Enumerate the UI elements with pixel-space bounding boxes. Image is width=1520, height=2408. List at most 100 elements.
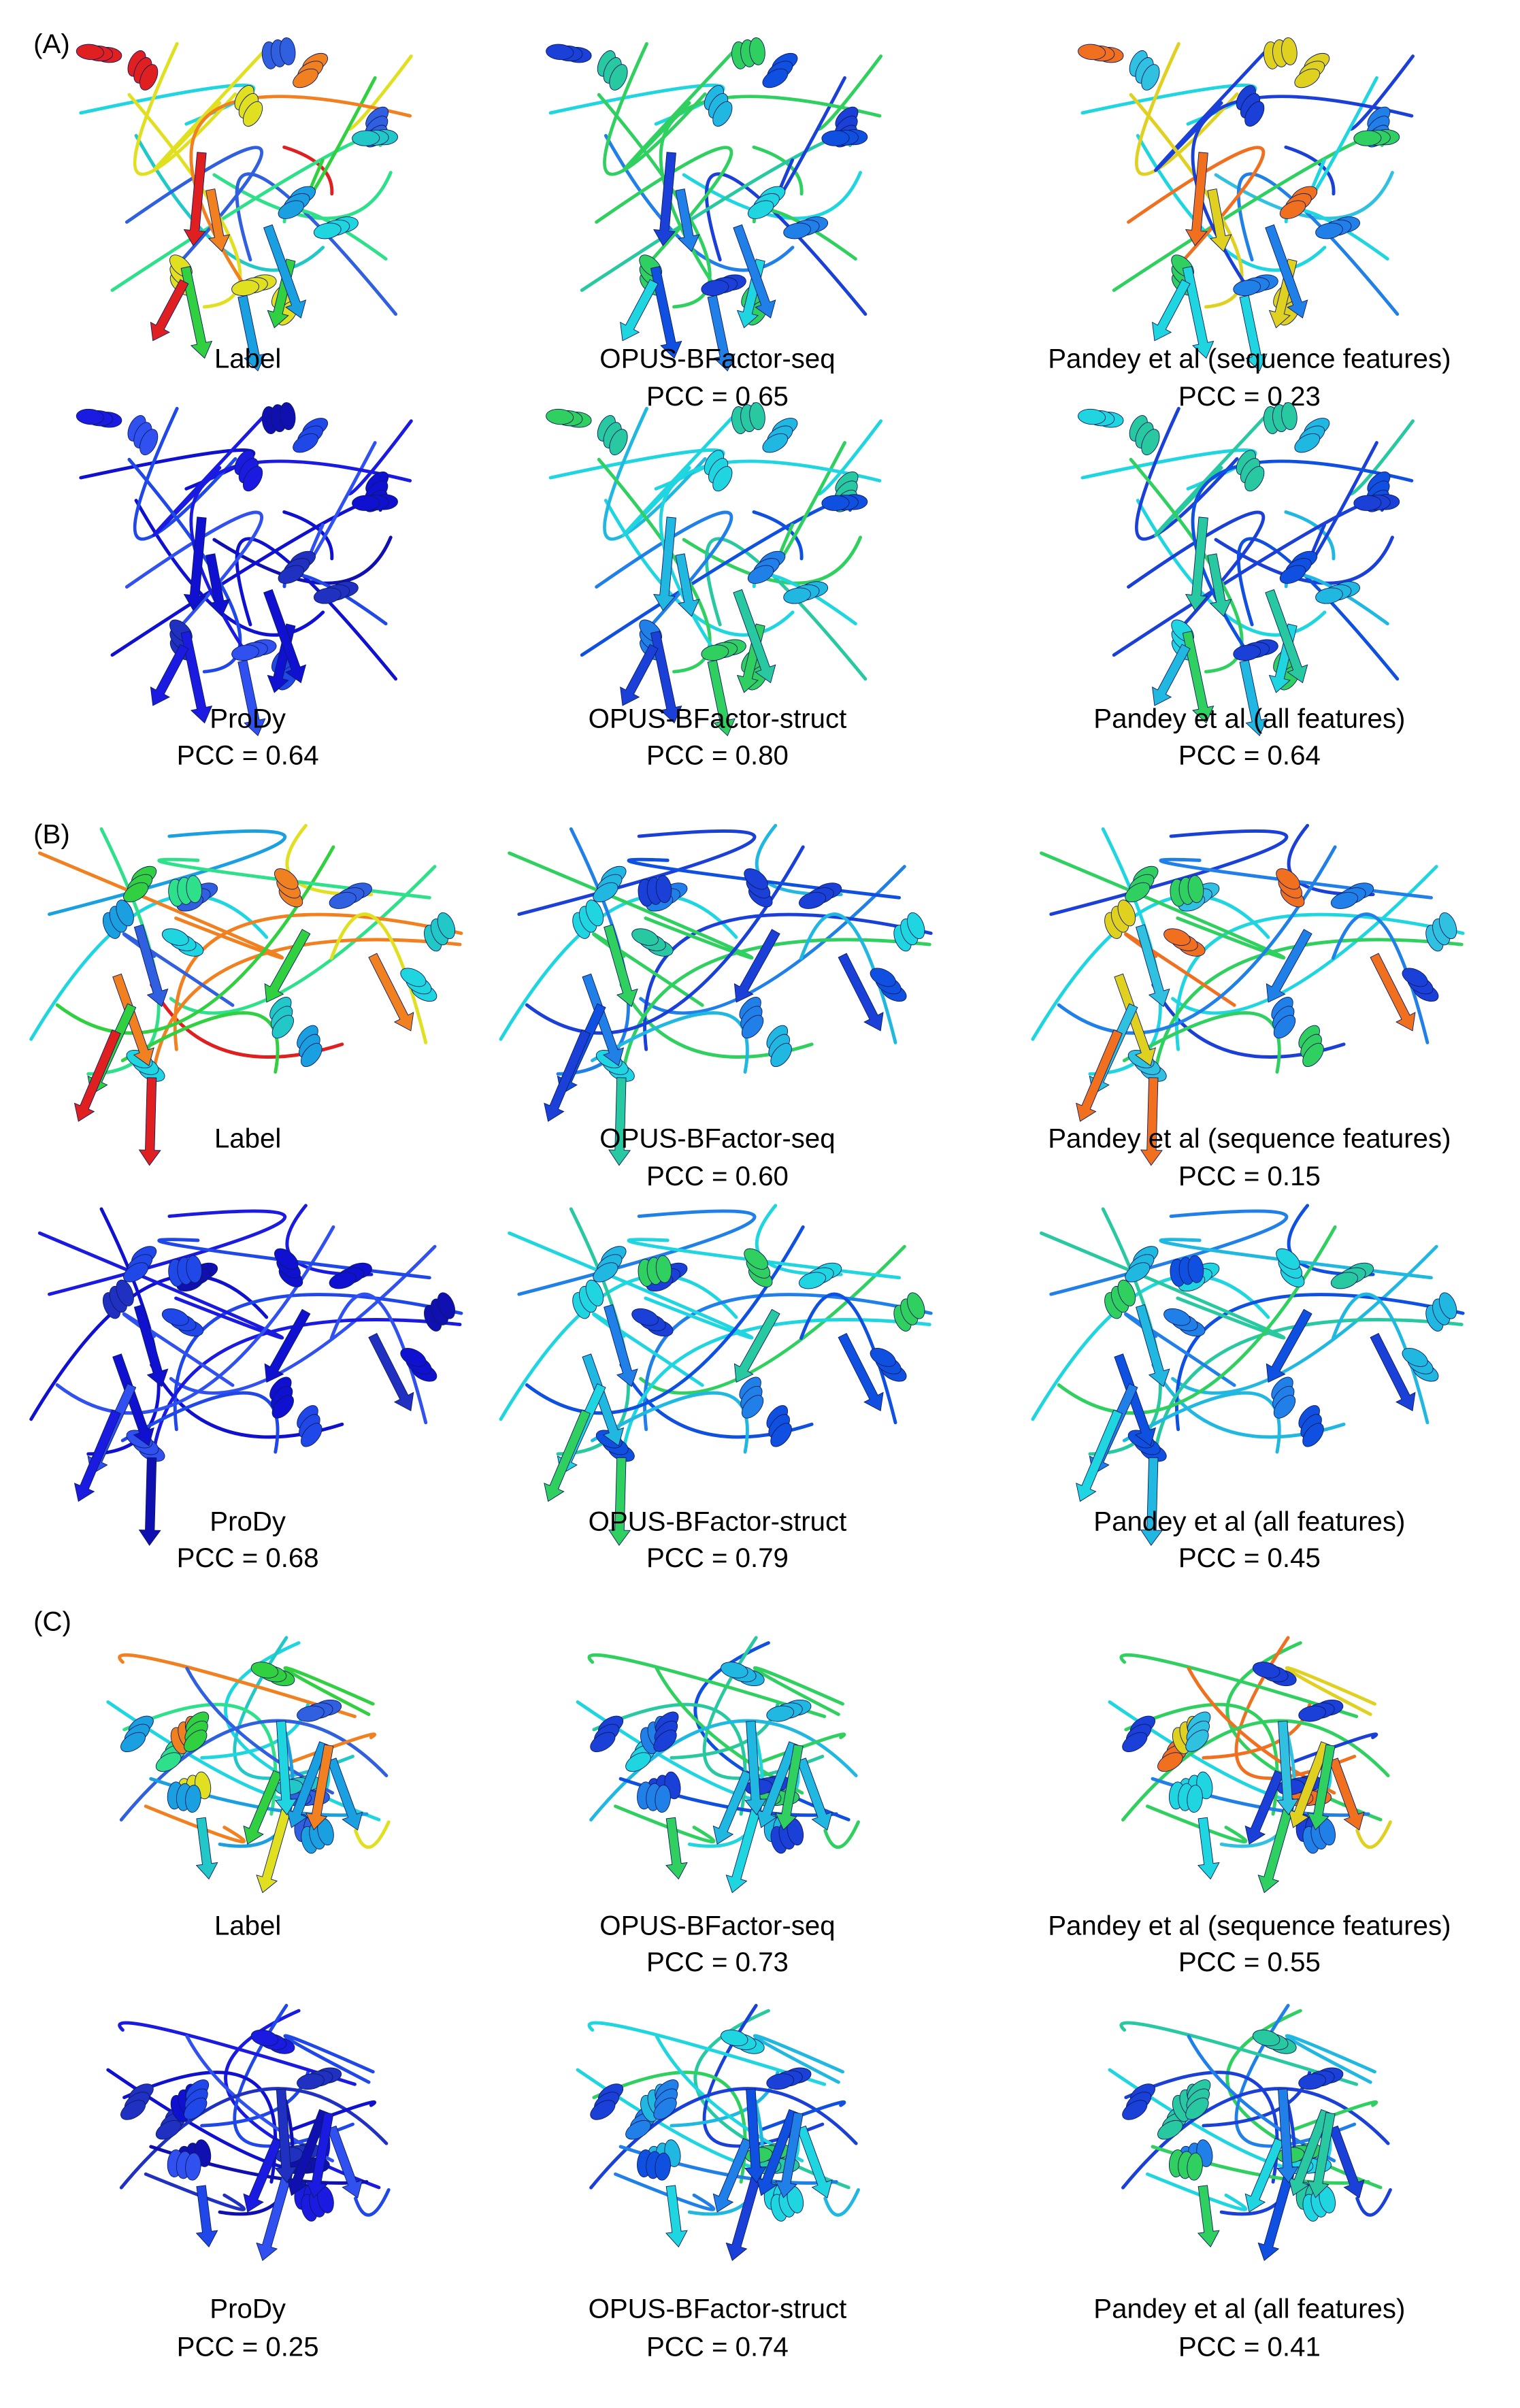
helix: [139, 429, 159, 456]
protein-structure: [1031, 1204, 1465, 1546]
caption-name: Label: [214, 1123, 281, 1153]
loop: [1191, 95, 1414, 295]
caption-name: Label: [214, 1911, 281, 1941]
protein-structure: [1108, 2004, 1392, 2261]
helix: [437, 912, 456, 940]
strand: [712, 2138, 753, 2213]
helix: [1244, 465, 1265, 492]
loop: [753, 2034, 844, 2084]
strand: [797, 2125, 833, 2198]
strand: [195, 1817, 218, 1880]
strand: [744, 1720, 767, 1815]
strand: [1185, 516, 1208, 612]
protein-structure: [106, 2004, 391, 2261]
loop: [589, 1719, 858, 1822]
helix: [1187, 1785, 1203, 1813]
panel-label: (C): [33, 1606, 71, 1637]
loop: [37, 1231, 284, 1340]
helix: [1279, 200, 1306, 219]
helix: [585, 1279, 604, 1306]
strand: [1370, 1332, 1416, 1412]
helix: [76, 44, 104, 61]
loop: [517, 829, 757, 917]
strand: [712, 1770, 753, 1845]
loop: [353, 2188, 391, 2217]
protein-structure: [546, 37, 883, 372]
helix: [766, 1705, 795, 1722]
strand: [1136, 1304, 1170, 1387]
helix: [631, 928, 659, 946]
loop: [1145, 2172, 1248, 2211]
strand: [653, 152, 676, 246]
strand: [274, 1720, 297, 1815]
helix: [1330, 891, 1359, 909]
strand: [1140, 1457, 1163, 1546]
loop: [55, 1225, 335, 1415]
strand: [1257, 2164, 1296, 2261]
strand: [180, 266, 213, 359]
loop: [1119, 2021, 1359, 2086]
loop: [1153, 416, 1266, 537]
loop: [125, 146, 264, 269]
helix: [1279, 565, 1306, 584]
caption-pcc: PCC = 0.41: [1178, 2331, 1321, 2362]
helix: [1122, 1732, 1148, 1753]
loop: [353, 1820, 391, 1849]
caption-name: Pandey et al (sequence features): [1048, 1911, 1451, 1941]
strand: [733, 1308, 780, 1383]
caption-pcc: PCC = 0.80: [646, 740, 789, 770]
loop: [508, 1231, 754, 1340]
strand: [256, 2164, 295, 2261]
loop: [591, 1391, 749, 1454]
loop: [329, 912, 428, 1044]
loop: [1112, 132, 1387, 292]
caption-name: OPUS-BFactor-seq: [599, 1123, 835, 1153]
helix: [1302, 1423, 1324, 1447]
helix: [116, 900, 134, 927]
helix: [297, 1705, 325, 1722]
strand: [1152, 644, 1191, 706]
loop: [127, 93, 242, 309]
loop: [1129, 457, 1244, 674]
helix: [721, 2029, 748, 2047]
helix: [1281, 37, 1298, 65]
loop: [619, 938, 931, 1095]
loop: [517, 1209, 757, 1296]
strand: [1182, 266, 1215, 359]
helix: [770, 1423, 792, 1447]
helix: [161, 1308, 189, 1326]
strand: [653, 516, 676, 612]
loop: [1119, 1653, 1359, 1719]
helix: [120, 1732, 146, 1753]
helix: [1353, 495, 1382, 511]
caption-name: ProDy: [210, 704, 286, 734]
loop: [597, 93, 712, 309]
strand: [756, 1741, 798, 1828]
loop: [614, 2172, 716, 2211]
strand: [756, 2109, 798, 2196]
helix: [712, 465, 733, 492]
helix: [1315, 222, 1343, 240]
strand: [180, 631, 213, 724]
strand: [1197, 2185, 1220, 2248]
helix: [749, 37, 765, 65]
loop: [580, 132, 855, 292]
loop: [508, 851, 754, 960]
loop: [1127, 146, 1266, 269]
helix: [400, 968, 427, 987]
loop: [682, 535, 863, 585]
strand: [665, 2185, 688, 2248]
loop: [1236, 537, 1400, 681]
helix: [625, 1752, 651, 1772]
strand: [368, 1332, 414, 1412]
helix: [301, 1423, 323, 1447]
helix: [907, 912, 925, 940]
strand: [183, 152, 207, 246]
protein-structure: [1078, 402, 1415, 737]
loop: [173, 1293, 463, 1432]
loop: [705, 537, 868, 681]
caption-pcc: PCC = 0.45: [1178, 1543, 1321, 1573]
strand: [620, 279, 659, 342]
loop: [1349, 54, 1415, 131]
helix: [329, 1272, 357, 1289]
